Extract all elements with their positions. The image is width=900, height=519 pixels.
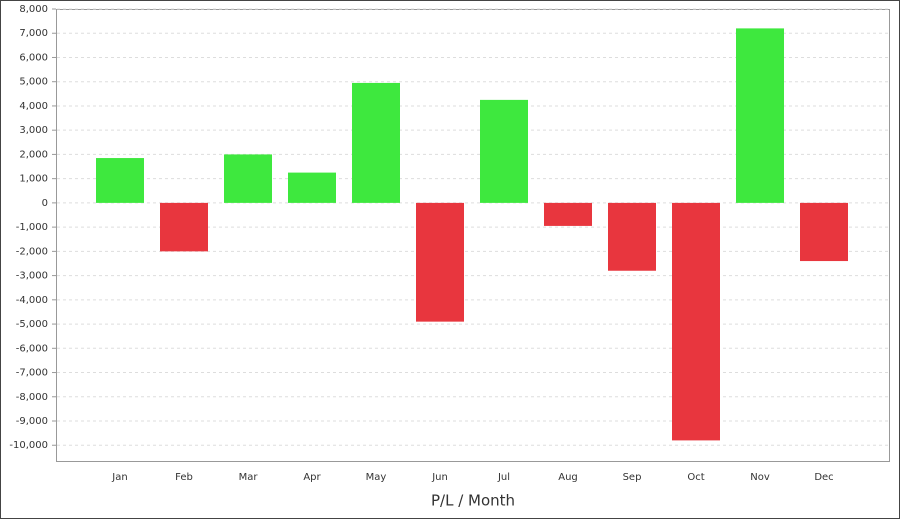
bar xyxy=(672,202,720,441)
bar xyxy=(288,172,336,203)
y-tick-label: -4,000 xyxy=(16,295,48,306)
y-tick-label: 7,000 xyxy=(19,28,48,39)
y-tick-label: 3,000 xyxy=(19,125,48,136)
x-tick-label: Apr xyxy=(303,472,321,483)
x-tick-label: May xyxy=(366,472,387,483)
bar xyxy=(800,202,848,262)
bar xyxy=(160,202,208,252)
y-tick-label: -7,000 xyxy=(16,368,48,379)
y-tick-label: -6,000 xyxy=(16,343,48,354)
y-tick-label: -3,000 xyxy=(16,271,48,282)
x-tick-label: Dec xyxy=(814,472,833,483)
x-tick-label: Sep xyxy=(623,472,642,483)
y-tick-label: 8,000 xyxy=(19,4,48,15)
y-tick-label: 4,000 xyxy=(19,101,48,112)
bar xyxy=(736,28,784,203)
bar xyxy=(96,158,144,203)
y-tick-label: -1,000 xyxy=(16,222,48,233)
x-axis-title: P/L / Month xyxy=(431,492,515,510)
y-tick-label: -2,000 xyxy=(16,246,48,257)
x-tick-label: Aug xyxy=(558,472,578,483)
y-tick-label: -5,000 xyxy=(16,319,48,330)
bar xyxy=(352,82,400,203)
x-tick-label: Jan xyxy=(111,472,127,483)
y-tick-label: 2,000 xyxy=(19,149,48,160)
y-tick-label: -10,000 xyxy=(9,440,48,451)
y-tick-label: -9,000 xyxy=(16,416,48,427)
y-tick-label: -8,000 xyxy=(16,392,48,403)
x-tick-label: Feb xyxy=(175,472,193,483)
bar xyxy=(480,99,528,203)
y-tick-label: 6,000 xyxy=(19,52,48,63)
x-tick-label: Jul xyxy=(497,472,510,483)
y-tick-label: 0 xyxy=(42,198,48,209)
bar xyxy=(608,202,656,271)
x-tick-label: Nov xyxy=(750,472,770,483)
bar xyxy=(416,202,464,322)
x-tick-label: Oct xyxy=(687,472,704,483)
x-tick-label: Mar xyxy=(239,472,259,483)
y-tick-label: 1,000 xyxy=(19,174,48,185)
bar xyxy=(544,202,592,226)
x-tick-label: Jun xyxy=(431,472,448,483)
y-tick-label: 5,000 xyxy=(19,77,48,88)
bar xyxy=(224,154,272,203)
